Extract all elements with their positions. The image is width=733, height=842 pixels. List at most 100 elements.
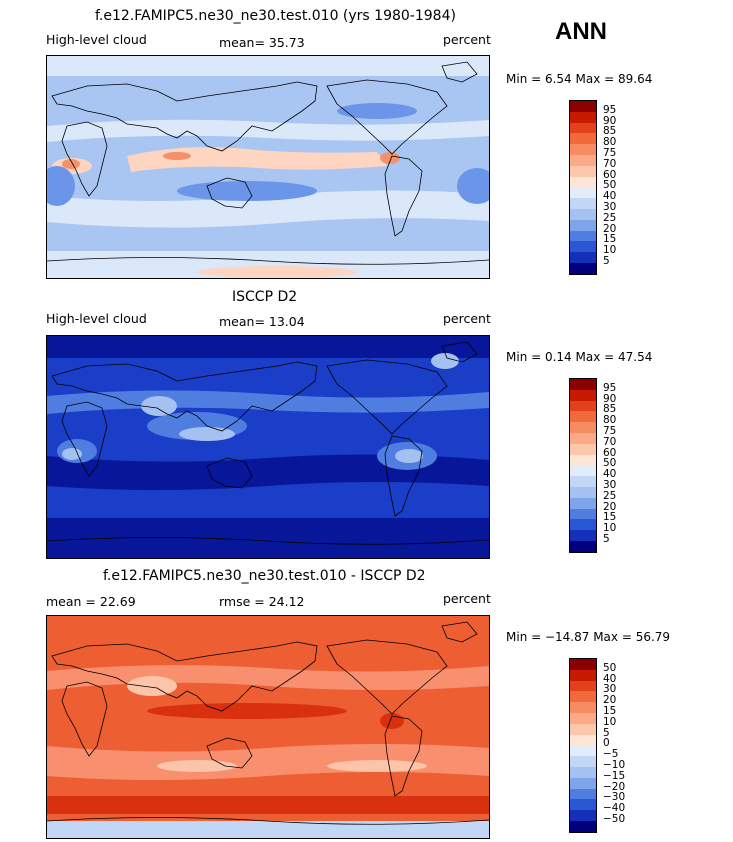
colorbar-label: 30 — [603, 201, 617, 213]
panel-2-variable-label: High-level cloud — [46, 311, 147, 326]
season-label: ANN — [555, 18, 607, 45]
colorbar-segment — [570, 389, 596, 401]
colorbar-label: 40 — [603, 672, 617, 685]
panel-2-minmax: Min = 0.14 Max = 47.54 — [506, 350, 653, 364]
panel-1-minmax: Min = 6.54 Max = 89.64 — [506, 72, 653, 86]
colorbar-segment — [570, 659, 596, 670]
panel-1-units-label: percent — [443, 32, 491, 47]
colorbar-label: 85 — [603, 403, 617, 416]
colorbar-segment — [570, 111, 596, 123]
panel-3-coastlines — [47, 621, 489, 825]
panel-1-field-dark-regions — [47, 103, 489, 206]
panel-3-minmax: Min = −14.87 Max = 56.79 — [506, 630, 671, 644]
colorbar-label: 15 — [603, 705, 617, 717]
colorbar-label: 25 — [603, 211, 617, 224]
panel-2-title: ISCCP D2 — [232, 289, 298, 305]
colorbar-segment — [570, 508, 596, 520]
colorbar-segment — [570, 252, 596, 263]
colorbar-label: 30 — [603, 479, 617, 491]
colorbar-label: 90 — [603, 114, 617, 127]
colorbar-segment — [570, 766, 596, 778]
colorbar-segment — [570, 820, 596, 832]
colorbar-segment — [570, 411, 596, 423]
panel-3-map — [46, 615, 490, 839]
colorbar-label: 25 — [603, 489, 617, 502]
panel-2-coastlines — [47, 341, 489, 545]
panel-2-units-label: percent — [443, 311, 491, 326]
colorbar-segment — [570, 476, 596, 487]
colorbar-label: −5 — [603, 748, 619, 761]
panel-3-units-label: percent — [443, 591, 491, 606]
colorbar-label: 70 — [603, 157, 617, 170]
panel-3-field-negative-regions — [47, 821, 489, 838]
colorbar-label: −10 — [603, 759, 626, 771]
colorbar-segment — [570, 454, 596, 466]
colorbar-segment — [570, 712, 596, 724]
colorbar-label: 40 — [603, 190, 617, 203]
colorbar-segment — [570, 777, 596, 789]
colorbar-label: 50 — [603, 661, 617, 674]
colorbar-label: 5 — [603, 726, 610, 739]
colorbar-label: 80 — [603, 136, 617, 149]
colorbar-label: −15 — [603, 769, 626, 782]
panel-3-field-dark-regions — [47, 703, 489, 814]
colorbar-label: 10 — [603, 244, 617, 257]
colorbar-segment — [570, 465, 596, 477]
colorbar-segment — [570, 723, 596, 735]
colorbar-segment — [570, 432, 596, 444]
colorbar-label: −50 — [603, 813, 626, 825]
panel-3-colorbar — [569, 658, 597, 833]
colorbar-label: 75 — [603, 147, 617, 159]
colorbar-segment — [570, 187, 596, 199]
panel-1-map — [46, 55, 490, 279]
colorbar-segment — [570, 219, 596, 231]
panel-3-mean-label: mean = 22.69 — [46, 594, 136, 609]
colorbar-segment — [570, 702, 596, 713]
colorbar-label: 20 — [603, 694, 617, 707]
colorbar-segment — [570, 165, 596, 177]
colorbar-label: −30 — [603, 791, 626, 804]
colorbar-segment — [570, 443, 596, 455]
panel-1-field-hot-spots — [62, 152, 400, 169]
colorbar-label: 70 — [603, 435, 617, 448]
colorbar-segment — [570, 101, 596, 112]
colorbar-label: −40 — [603, 802, 626, 815]
colorbar-segment — [570, 422, 596, 433]
colorbar-label: 0 — [603, 737, 610, 750]
colorbar-label: 60 — [603, 446, 617, 459]
colorbar-segment — [570, 154, 596, 166]
colorbar-segment — [570, 144, 596, 155]
colorbar-segment — [570, 208, 596, 220]
colorbar-segment — [570, 379, 596, 390]
colorbar-segment — [570, 198, 596, 209]
panel-1-title: f.e12.FAMIPC5.ne30_ne30.test.010 (yrs 19… — [95, 8, 456, 24]
colorbar-segment — [570, 262, 596, 274]
colorbar-segment — [570, 133, 596, 145]
colorbar-label: 15 — [603, 511, 617, 524]
panel-2-colorbar — [569, 378, 597, 553]
colorbar-label: 30 — [603, 683, 617, 696]
colorbar-segment — [570, 691, 596, 703]
colorbar-label: 10 — [603, 715, 617, 728]
colorbar-segment — [570, 241, 596, 253]
colorbar-label: 95 — [603, 381, 617, 394]
panel-2-mean-label: mean= 13.04 — [219, 314, 305, 329]
colorbar-segment — [570, 519, 596, 531]
colorbar-label: 15 — [603, 233, 617, 246]
colorbar-label: 95 — [603, 103, 617, 116]
panel-1-mean-label: mean= 35.73 — [219, 35, 305, 50]
colorbar-segment — [570, 810, 596, 821]
colorbar-segment — [570, 530, 596, 541]
colorbar-segment — [570, 788, 596, 800]
colorbar-label: 50 — [603, 457, 617, 470]
colorbar-segment — [570, 122, 596, 134]
colorbar-segment — [570, 540, 596, 552]
panel-2-map — [46, 335, 490, 559]
colorbar-segment — [570, 669, 596, 681]
colorbar-label: 60 — [603, 168, 617, 181]
panel-1-coastlines — [47, 61, 489, 265]
colorbar-label: 5 — [603, 255, 610, 267]
colorbar-label: 20 — [603, 222, 617, 235]
colorbar-segment — [570, 497, 596, 509]
colorbar-segment — [570, 176, 596, 188]
